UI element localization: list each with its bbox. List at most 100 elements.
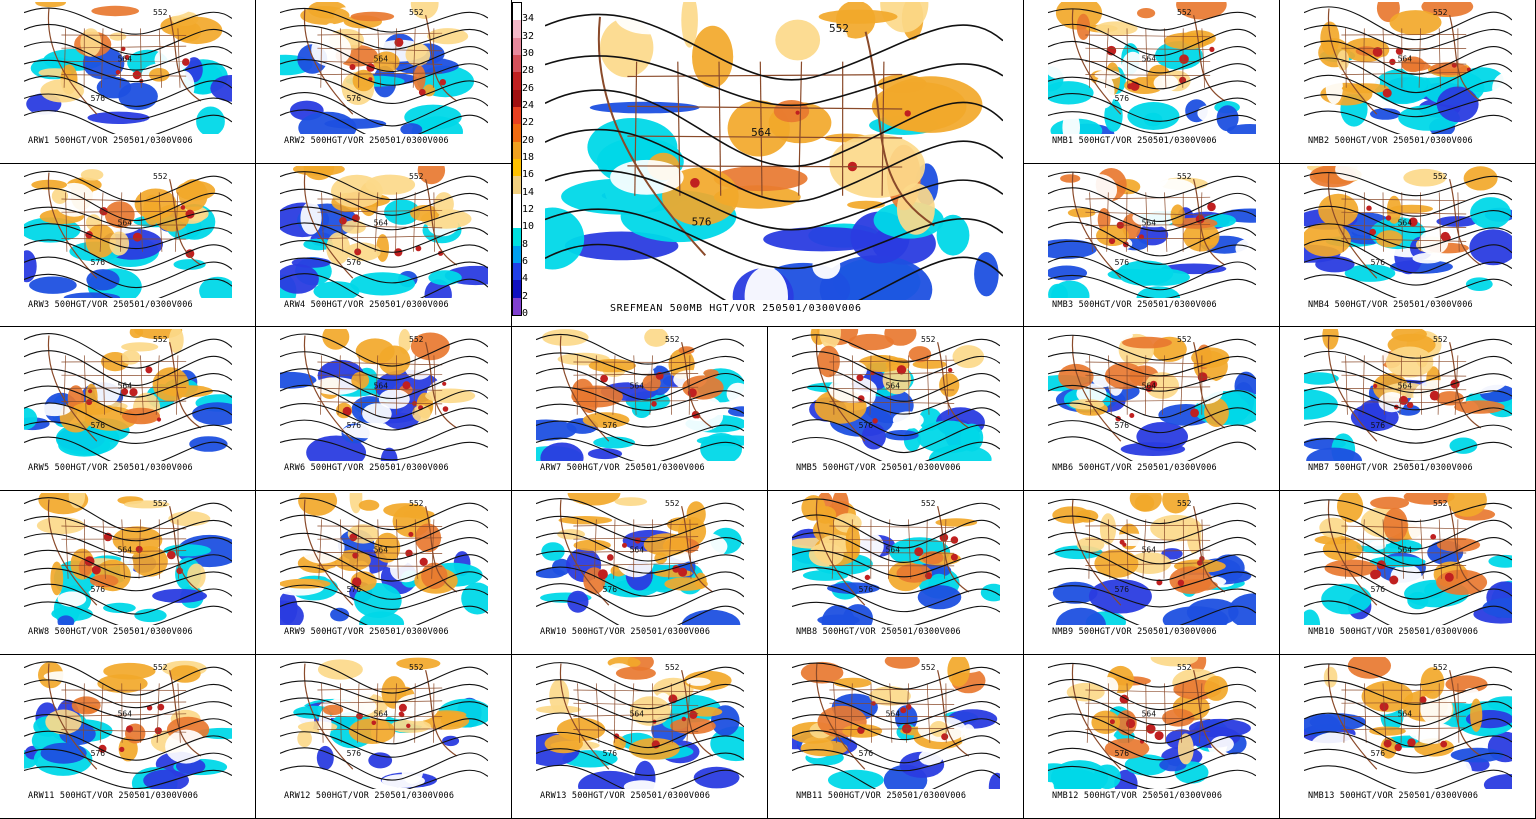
- svg-text:576: 576: [91, 421, 106, 430]
- panel-map: 552 564 576: [280, 657, 488, 789]
- colorbar-label: 14: [522, 186, 535, 198]
- panel-caption: ARW12 500HGT/VOR 250501/0300V006: [284, 791, 455, 801]
- panel-nmb2: 552 564 NMB2 500HGT/VOR 250501/0300V006: [1280, 0, 1536, 164]
- panel-nmb12: 552 564 576 NMB12 500HGT/VOR 250501/0300V00…: [1024, 655, 1280, 819]
- svg-text:552: 552: [1177, 499, 1192, 508]
- svg-text:576: 576: [603, 421, 618, 430]
- svg-text:552: 552: [153, 8, 168, 17]
- svg-text:576: 576: [1115, 585, 1130, 594]
- svg-text:576: 576: [603, 749, 618, 758]
- panel-nmb4: 552 564 576 NMB4 500HGT/VOR 250501/0300V006: [1280, 164, 1536, 327]
- panel-arw11: 552 564 576 ARW11 500HGT/VOR 250501/0300V00…: [0, 655, 256, 819]
- panel-map: 552 564 576: [280, 2, 488, 134]
- svg-text:564: 564: [1142, 218, 1157, 227]
- panel-map: 552 564 576: [24, 166, 232, 298]
- panel-caption: NMB11 500HGT/VOR 250501/0300V006: [796, 791, 967, 801]
- panel-caption: ARW2 500HGT/VOR 250501/0300V006: [284, 136, 449, 146]
- panel-nmb5: 552 564 576 NMB5 500HGT/VOR 250501/0300V006: [768, 327, 1024, 491]
- panel-caption: NMB7 500HGT/VOR 250501/0300V006: [1308, 463, 1473, 473]
- svg-text:564: 564: [118, 218, 133, 227]
- svg-text:576: 576: [91, 94, 106, 103]
- panel-map: 552 564 576: [536, 493, 744, 625]
- svg-text:564: 564: [118, 545, 133, 554]
- colorbar-label: 32: [522, 30, 535, 42]
- panel-caption: NMB13 500HGT/VOR 250501/0300V006: [1308, 791, 1479, 801]
- svg-text:552: 552: [409, 499, 424, 508]
- svg-text:564: 564: [630, 545, 645, 554]
- svg-text:564: 564: [886, 381, 901, 390]
- svg-text:552: 552: [153, 335, 168, 344]
- panel-caption: ARW7 500HGT/VOR 250501/0300V006: [540, 463, 705, 473]
- svg-text:576: 576: [91, 585, 106, 594]
- panel-nmb1: 552 564 576 NMB1 500HGT/VOR 250501/0300V006: [1024, 0, 1280, 164]
- panel-arw5: 552 564 576 ARW5 500HGT/VOR 250501/0300V006: [0, 327, 256, 491]
- colorbar-label: 8: [522, 238, 529, 250]
- srefmean-map: 552 564 576: [545, 2, 1003, 300]
- colorbar-swatch: [513, 72, 521, 90]
- svg-text:576: 576: [859, 585, 874, 594]
- panel-arw2: 552 564 576 ARW2 500HGT/VOR 250501/0300V006: [256, 0, 512, 164]
- svg-text:564: 564: [630, 709, 645, 718]
- svg-text:552: 552: [409, 335, 424, 344]
- panel-caption: ARW9 500HGT/VOR 250501/0300V006: [284, 627, 449, 637]
- svg-text:564: 564: [1398, 709, 1413, 718]
- svg-text:552: 552: [665, 335, 680, 344]
- colorbar-swatch: [513, 228, 521, 246]
- panel-caption: NMB9 500HGT/VOR 250501/0300V006: [1052, 627, 1217, 637]
- svg-text:576: 576: [859, 749, 874, 758]
- svg-text:564: 564: [1398, 545, 1413, 554]
- colorbar-swatch: [513, 176, 521, 194]
- panel-caption: NMB1 500HGT/VOR 250501/0300V006: [1052, 136, 1217, 146]
- colorbar-label: 10: [522, 221, 535, 233]
- srefmean-caption: SREFMEAN 500MB HGT/VOR 250501/0300V006: [610, 303, 862, 314]
- panel-map: 552 564 576: [24, 493, 232, 625]
- colorbar-label: 30: [522, 48, 535, 59]
- panel-arw4: 552 564 576 ARW4 500HGT/VOR 250501/0300V006: [256, 164, 512, 327]
- panel-caption: NMB2 500HGT/VOR 250501/0300V006: [1308, 136, 1473, 146]
- svg-text:564: 564: [118, 709, 133, 718]
- svg-text:552: 552: [1177, 172, 1192, 181]
- panel-arw3: 552 564 576 ARW3 500HGT/VOR 250501/0300V006: [0, 164, 256, 327]
- panel-map: 552 564 576: [280, 329, 488, 461]
- colorbar-swatch: [513, 297, 521, 315]
- panel-caption: NMB6 500HGT/VOR 250501/0300V006: [1052, 463, 1217, 473]
- panel-nmb10: 552 564 576 NMB10 500HGT/VOR 250501/0300V00…: [1280, 491, 1536, 655]
- svg-text:552: 552: [153, 663, 168, 672]
- panel-map: 552 564 576: [1048, 2, 1256, 134]
- colorbar-swatch: [513, 141, 521, 159]
- panel-map: 552 564 576: [792, 329, 1000, 461]
- panel-caption: NMB8 500HGT/VOR 250501/0300V006: [796, 627, 961, 637]
- colorbar-label: 6: [522, 256, 529, 267]
- colorbar-swatch: [513, 89, 521, 107]
- svg-text:564: 564: [751, 126, 771, 139]
- panel-map: 552 564 576: [1048, 329, 1256, 461]
- panel-caption: NMB12 500HGT/VOR 250501/0300V006: [1052, 791, 1223, 801]
- svg-text:552: 552: [665, 499, 680, 508]
- svg-text:552: 552: [921, 499, 936, 508]
- panel-map: 552 564 576: [1304, 493, 1512, 625]
- colorbar-label: 12: [522, 204, 535, 215]
- panel-nmb7: 552 564 576 NMB7 500HGT/VOR 250501/0300V006: [1280, 327, 1536, 491]
- panel-nmb13: 552 564 576 NMB13 500HGT/VOR 250501/0300V00…: [1280, 655, 1536, 819]
- svg-text:564: 564: [118, 381, 133, 390]
- panel-caption: ARW13 500HGT/VOR 250501/0300V006: [540, 791, 711, 801]
- svg-text:564: 564: [1142, 545, 1157, 554]
- colorbar-swatch: [513, 124, 521, 142]
- vorticity-colorbar: [512, 2, 522, 316]
- svg-text:576: 576: [1115, 258, 1130, 267]
- panel-nmb11: 552 564 576 NMB11 500HGT/VOR 250501/0300V00…: [768, 655, 1024, 819]
- panel-arw1: 552 564 576 ARW1 500HGT/VOR 250501/0300V006: [0, 0, 256, 164]
- panel-arw12: 552 564 576 ARW12 500HGT/VOR 250501/0300V00…: [256, 655, 512, 819]
- svg-text:552: 552: [1433, 172, 1448, 181]
- colorbar-swatch: [513, 158, 521, 177]
- svg-text:576: 576: [347, 585, 362, 594]
- panel-map: 552 564 576: [792, 493, 1000, 625]
- panel-caption: NMB10 500HGT/VOR 250501/0300V006: [1308, 627, 1479, 637]
- colorbar-label: 26: [522, 82, 535, 94]
- panel-map: 552 564 576: [24, 657, 232, 789]
- panel-map: 552 564 576: [280, 166, 488, 298]
- svg-text:576: 576: [347, 749, 362, 758]
- panel-map: 552 564 576: [1048, 493, 1256, 625]
- svg-text:552: 552: [829, 22, 849, 35]
- colorbar-label: 16: [522, 169, 535, 181]
